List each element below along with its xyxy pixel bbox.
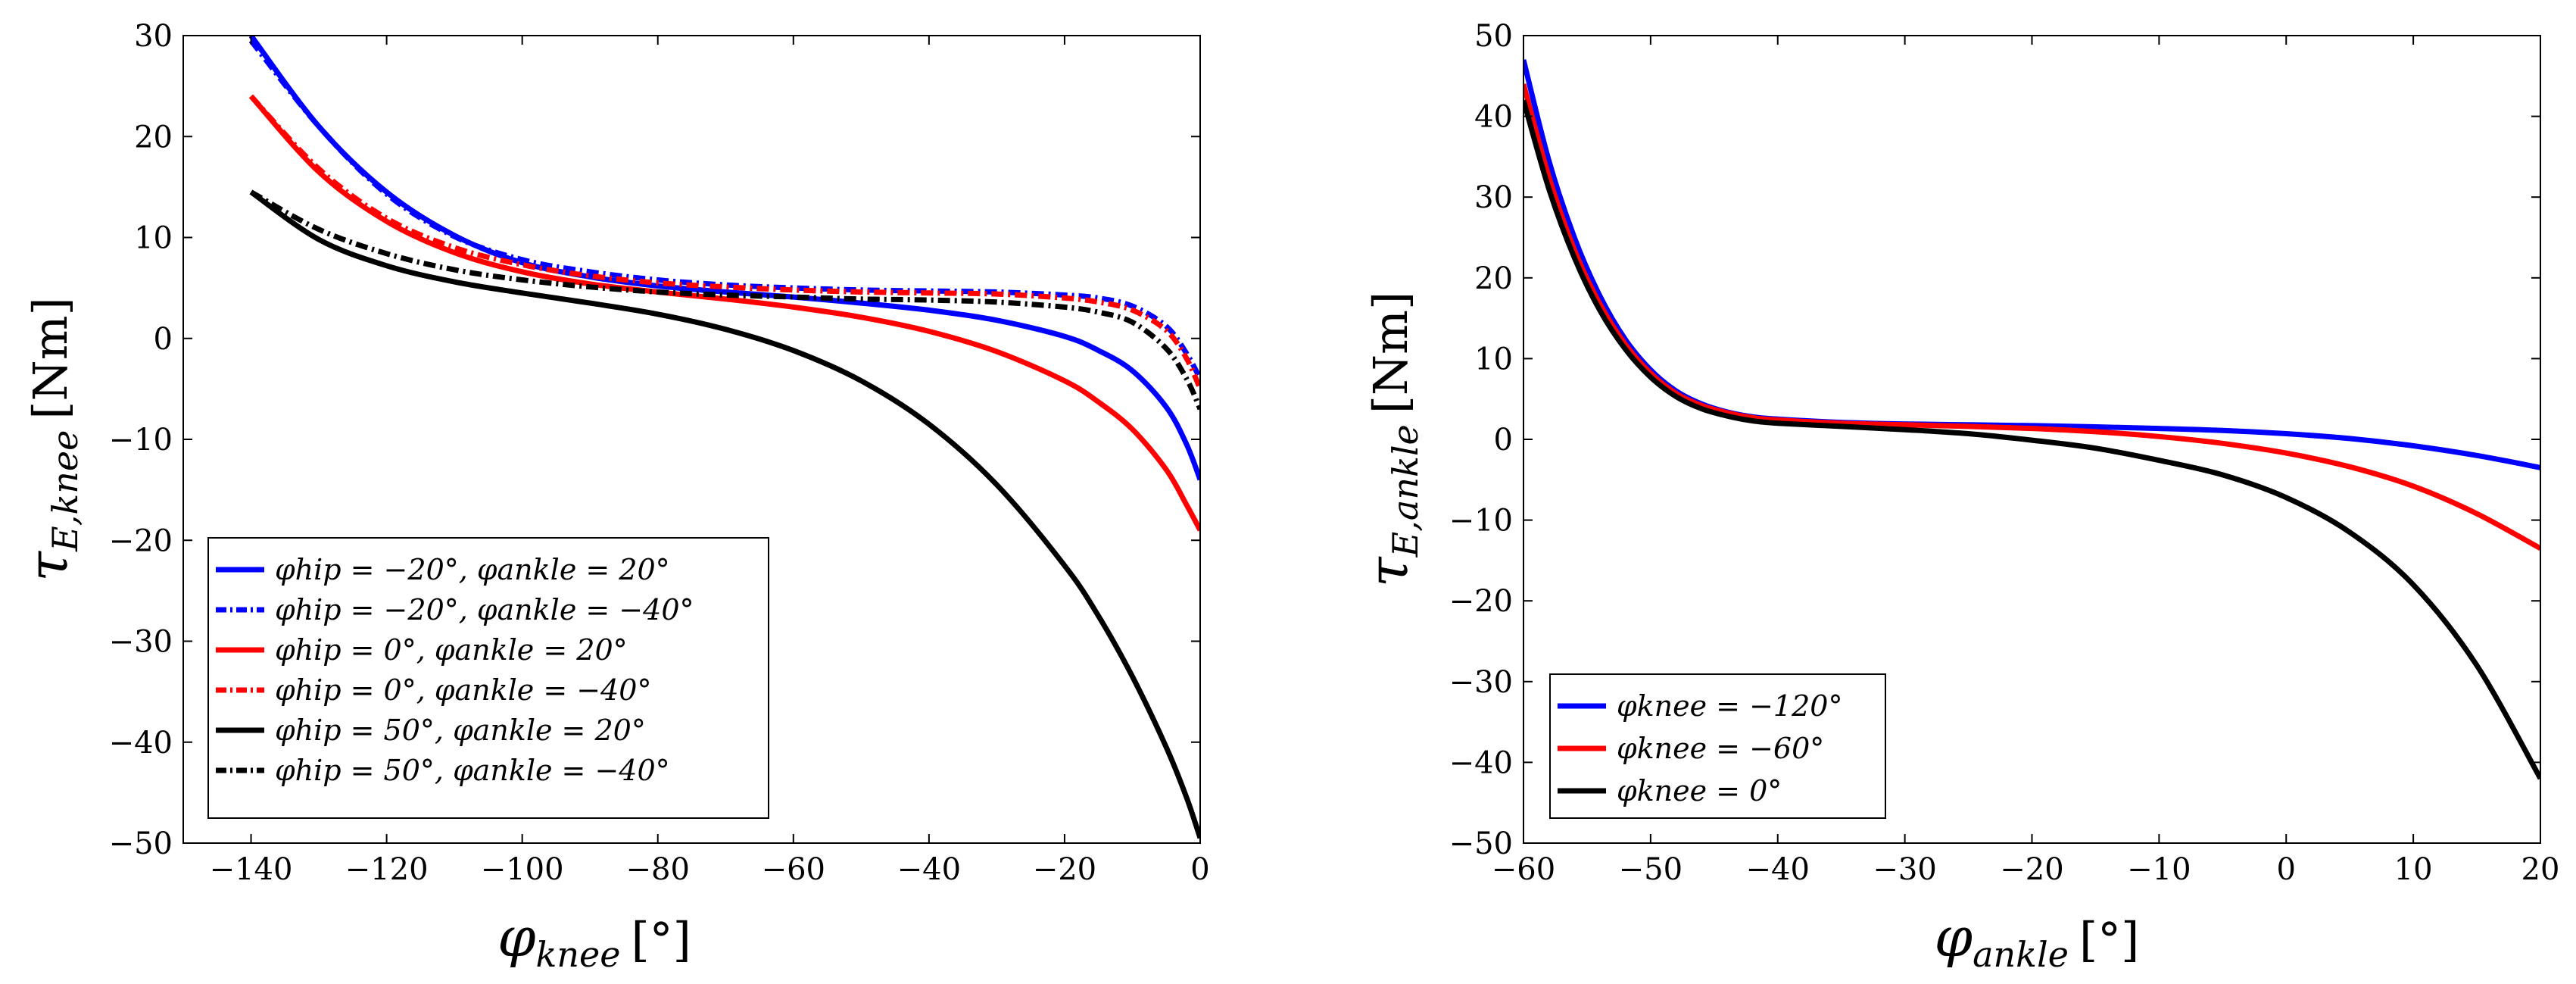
knee-x-tick-label: −40: [897, 852, 961, 887]
knee-y-tick-label: −30: [109, 625, 173, 660]
ankle-legend-box: [1549, 673, 1886, 819]
ankle-legend: φknee = −120° φknee = −60° φknee = 0°: [1549, 673, 1886, 819]
knee-y-tick-label: −50: [109, 826, 173, 861]
ankle-series-line-2: [1523, 83, 2540, 551]
chart-knee: −140 −120 −100 −80 −60 −40 −20 0 30 20 10 0 −10 −20 −3…: [16, 19, 1210, 975]
ankle-y-tick-label: −30: [1449, 665, 1513, 700]
ankle-x-axis-sub: ankle: [1973, 934, 2069, 975]
knee-y-axis-label: τE,knee [Nm]: [16, 297, 86, 581]
knee-series-group: [248, 36, 1200, 839]
ankle-x-axis-unit: [°]: [2079, 912, 2139, 967]
knee-x-tick-label: −20: [1033, 852, 1096, 887]
knee-y-axis-var: τ: [16, 551, 80, 582]
ankle-x-tick-label: 20: [2521, 852, 2560, 887]
ankle-x-tick-label: −40: [1746, 852, 1810, 887]
ankle-x-tick-label: 0: [2277, 852, 2296, 887]
knee-x-axis-unit: [°]: [631, 912, 691, 967]
ankle-y-tick-label: −50: [1449, 826, 1513, 861]
ankle-x-tick-label: −50: [1619, 852, 1683, 887]
ankle-y-tick-label: −40: [1449, 745, 1513, 780]
ankle-x-tick-label: −60: [1492, 852, 1555, 887]
knee-legend-label-6: φhip = 50°, φankle = −40°: [275, 754, 670, 787]
knee-legend-label-3: φhip = 0°, φankle = 20°: [275, 633, 628, 667]
knee-x-axis-sub: knee: [536, 934, 621, 975]
ankle-series-line-1: [1523, 59, 2540, 470]
knee-legend: φhip = −20°, φankle = 20° φhip = −20°, φa…: [207, 537, 769, 819]
knee-series-line-1: [248, 36, 1200, 481]
knee-x-tick-label: −100: [481, 852, 564, 887]
knee-legend-label-2: φhip = −20°, φankle = −40°: [275, 593, 694, 626]
ankle-legend-label-2: φknee = −60°: [1617, 732, 1824, 765]
knee-y-tick-label: −10: [109, 423, 173, 458]
ankle-y-tick-label: −20: [1449, 584, 1513, 619]
knee-series-line-3: [248, 94, 1200, 532]
knee-x-tick-label: −80: [626, 852, 690, 887]
knee-legend-box: [207, 537, 769, 819]
ankle-x-tick-label: −30: [1873, 852, 1936, 887]
knee-y-tick-label: 30: [134, 19, 173, 54]
knee-x-tick-label: 0: [1190, 852, 1209, 887]
ankle-y-axis-label: τE,ankle [Nm]: [1356, 292, 1426, 587]
ankle-x-axis-label: φankle [°]: [1935, 905, 2140, 975]
ankle-y-axis-unit: [Nm]: [1363, 292, 1418, 414]
knee-ticks: −140 −120 −100 −80 −60 −40 −20 0 30 20 10 0 −10 −20 −3…: [109, 19, 1210, 887]
knee-legend-label-4: φhip = 0°, φankle = −40°: [275, 673, 652, 707]
knee-x-tick-label: −120: [345, 852, 429, 887]
knee-x-axis-label: φknee [°]: [497, 905, 691, 975]
knee-y-tick-label: −20: [109, 523, 173, 558]
ankle-y-tick-label: 50: [1474, 19, 1513, 54]
knee-y-tick-label: −40: [109, 726, 173, 761]
knee-y-axis-sub: E,knee: [45, 430, 86, 552]
knee-y-axis-unit: [Nm]: [23, 297, 78, 419]
knee-x-tick-label: −60: [762, 852, 825, 887]
knee-legend-label-1: φhip = −20°, φankle = 20°: [275, 553, 670, 586]
ankle-x-tick-label: −20: [2000, 852, 2063, 887]
knee-x-tick-label: −140: [210, 852, 293, 887]
knee-y-tick-label: 10: [134, 221, 173, 256]
knee-legend-label-5: φhip = 50°, φankle = 20°: [275, 714, 646, 747]
ankle-y-axis-sub: E,ankle: [1385, 424, 1426, 558]
ankle-series-line-3: [1523, 99, 2540, 780]
knee-series-line-6: [249, 189, 1200, 411]
ankle-y-tick-label: 10: [1474, 342, 1513, 376]
knee-x-axis-var: φ: [497, 905, 536, 969]
ankle-y-tick-label: 40: [1474, 100, 1513, 135]
knee-y-tick-label: 20: [134, 120, 173, 155]
ankle-legend-label-3: φknee = 0°: [1617, 774, 1782, 808]
ankle-series-group: [1523, 59, 2540, 780]
knee-series-line-4: [248, 94, 1200, 390]
knee-y-tick-label: 0: [154, 322, 173, 357]
ankle-x-tick-label: 10: [2394, 852, 2433, 887]
ankle-ticks: −60 −50 −40 −30 −20 −10 0 10 2050403020100−10−20…: [1449, 19, 2560, 887]
ankle-y-tick-label: 30: [1474, 180, 1513, 215]
chart-ankle: −60 −50 −40 −30 −20 −10 0 10 2050403020100−10−20…: [1356, 19, 2559, 975]
ankle-y-tick-label: 20: [1474, 261, 1513, 296]
ankle-x-axis-var: φ: [1935, 905, 1973, 969]
ankle-x-tick-label: −10: [2127, 852, 2191, 887]
ankle-legend-label-1: φknee = −120°: [1617, 689, 1842, 723]
knee-series-line-5: [249, 189, 1200, 839]
ankle-y-axis-var: τ: [1356, 556, 1420, 587]
ankle-y-tick-label: −10: [1449, 504, 1513, 539]
ankle-y-tick-label: 0: [1494, 423, 1513, 458]
